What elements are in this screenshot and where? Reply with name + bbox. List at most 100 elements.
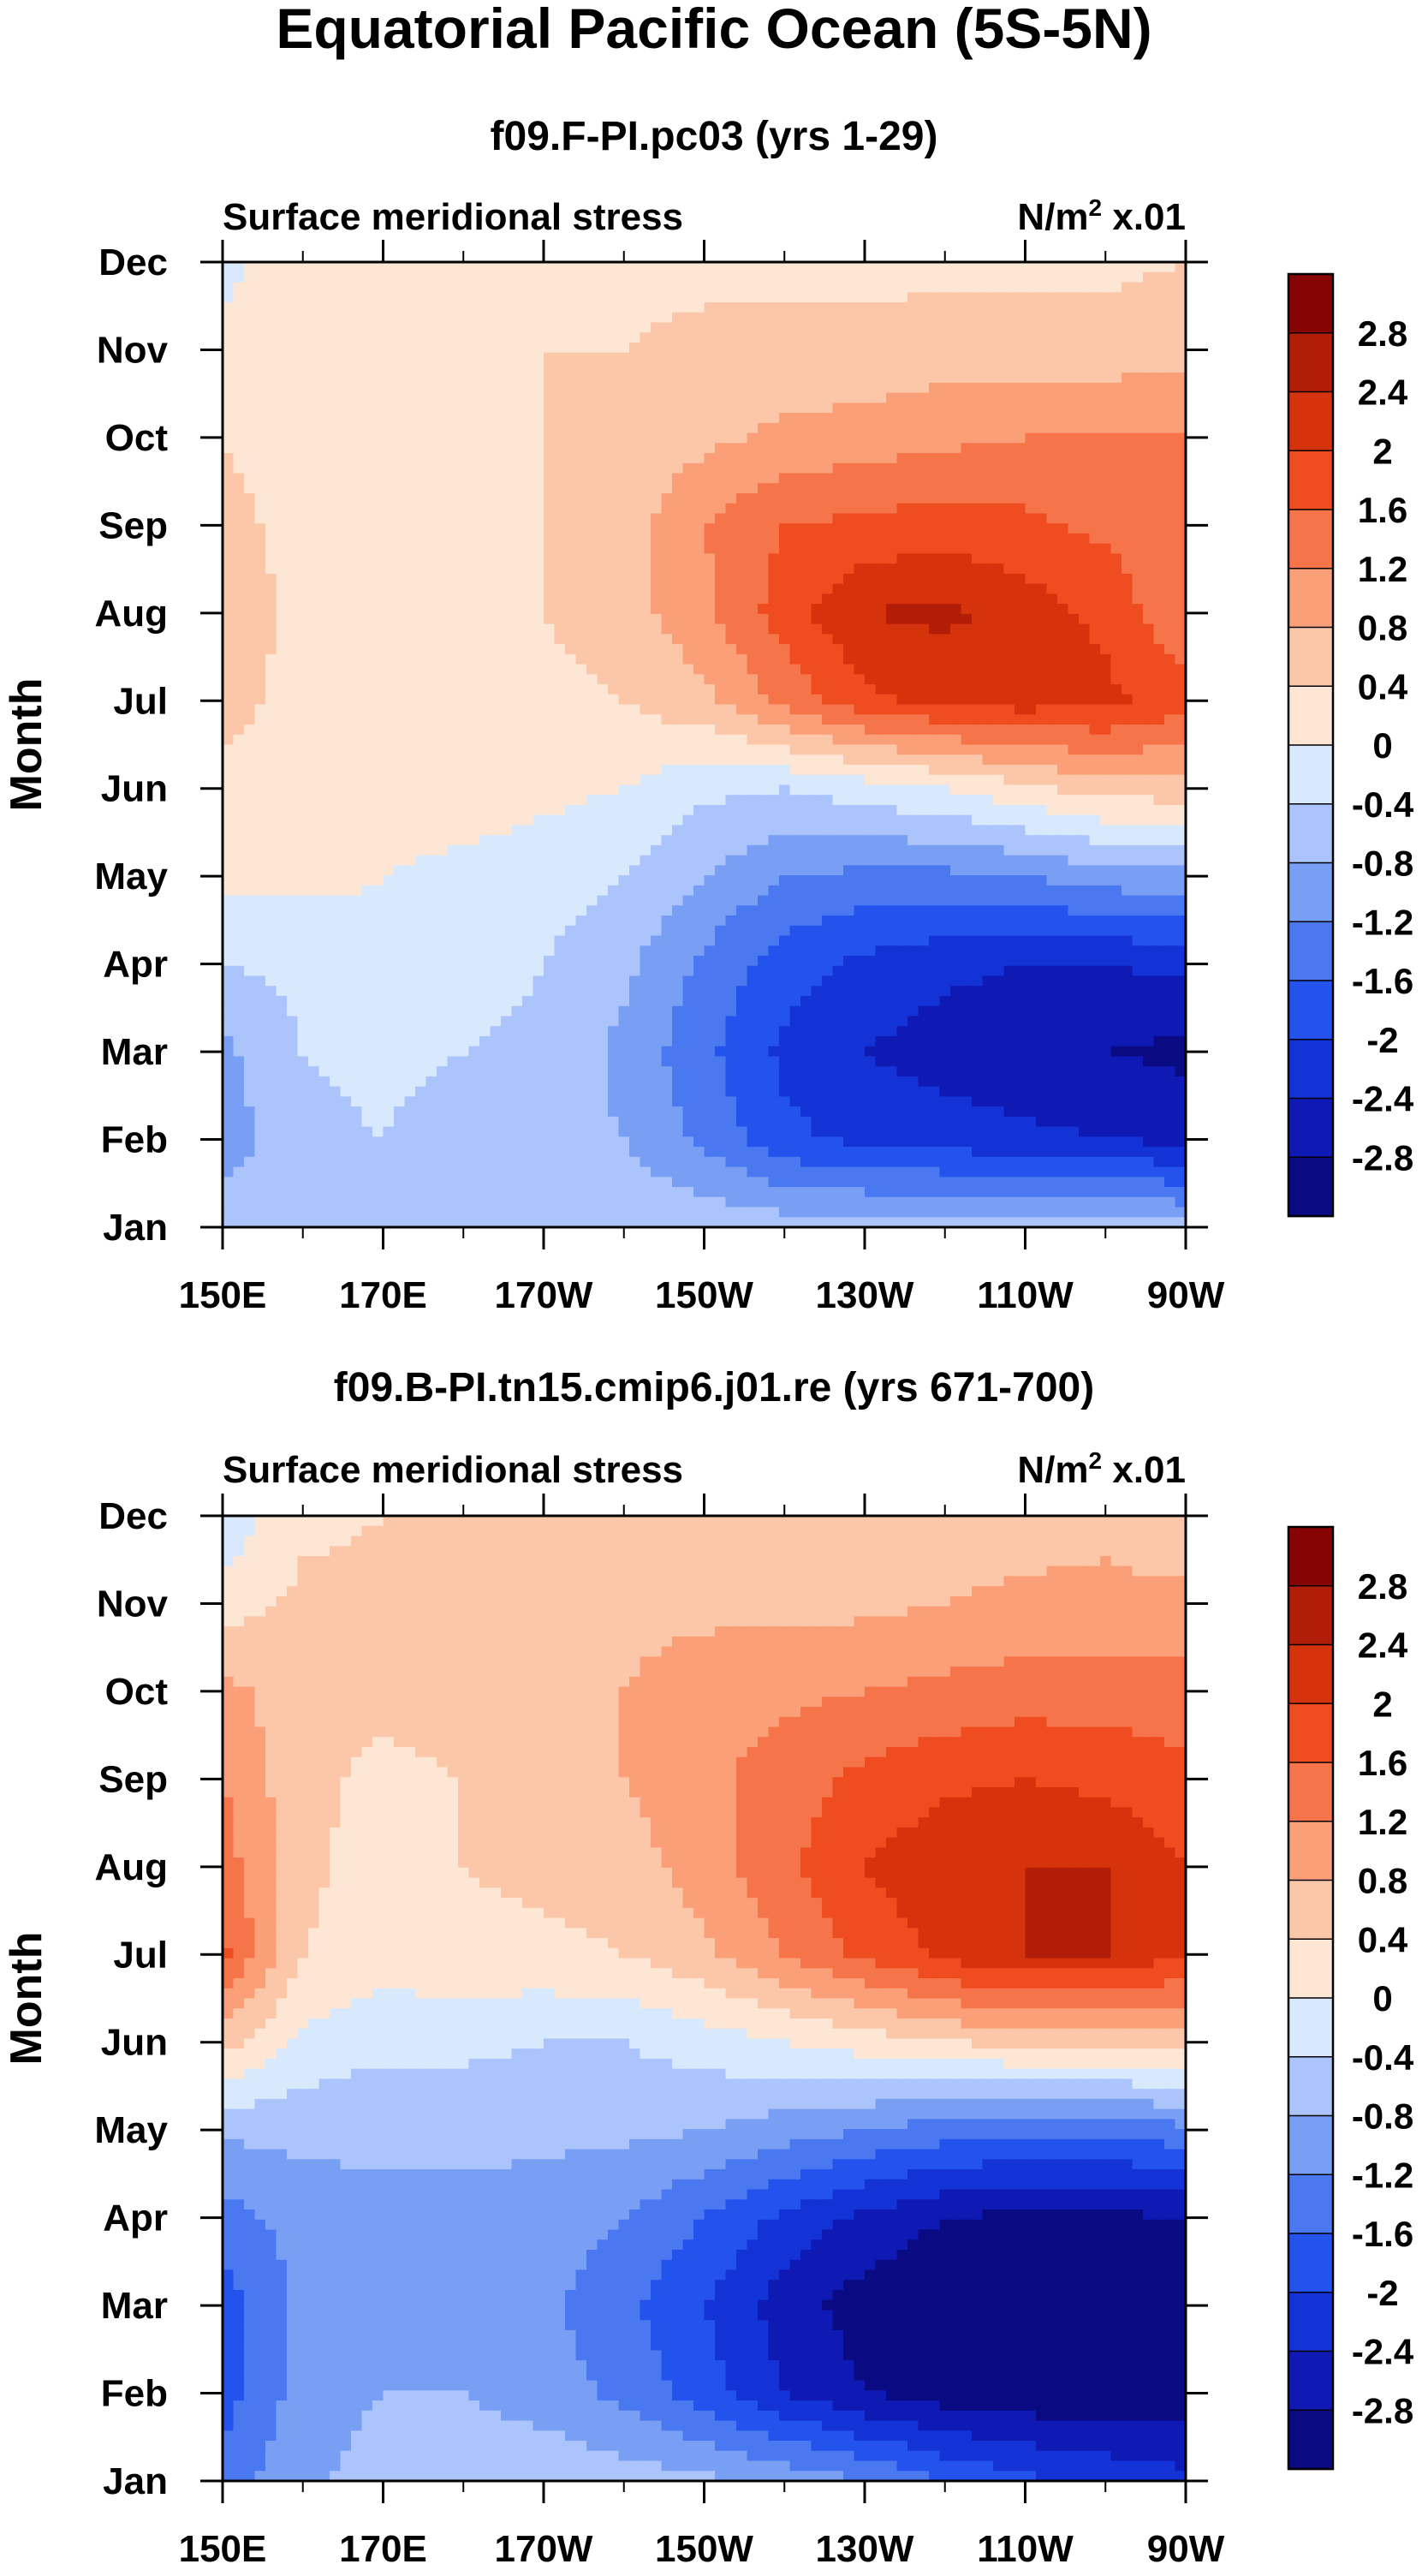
contour-cell bbox=[447, 724, 459, 736]
contour-cell bbox=[993, 604, 1005, 615]
contour-cell bbox=[297, 422, 309, 434]
contour-cell bbox=[961, 271, 973, 283]
contour-cell bbox=[394, 473, 406, 484]
contour-cell bbox=[1122, 764, 1133, 776]
contour-cell bbox=[383, 373, 395, 384]
contour-cell bbox=[1014, 453, 1026, 464]
contour-cell bbox=[865, 674, 877, 685]
contour-cell bbox=[993, 392, 1005, 404]
contour-cell bbox=[779, 533, 791, 545]
contour-cell bbox=[340, 462, 352, 474]
contour-cell bbox=[822, 513, 834, 524]
contour-cell bbox=[725, 413, 737, 424]
contour-cell bbox=[575, 804, 587, 816]
contour-cell bbox=[597, 301, 609, 313]
contour-cell bbox=[950, 262, 962, 273]
contour-cell bbox=[629, 795, 641, 806]
contour-cell bbox=[415, 332, 427, 343]
contour-cell bbox=[918, 604, 930, 615]
contour-cell bbox=[1175, 644, 1187, 655]
contour-cell bbox=[672, 373, 684, 384]
contour-cell bbox=[447, 523, 459, 534]
contour-cell bbox=[244, 402, 256, 414]
contour-cell bbox=[854, 432, 866, 444]
contour-cell bbox=[725, 473, 737, 484]
contour-cell bbox=[907, 734, 919, 746]
contour-cell bbox=[854, 634, 866, 645]
contour-cell bbox=[511, 473, 523, 484]
contour-cell bbox=[672, 382, 684, 394]
contour-cell bbox=[265, 443, 277, 454]
contour-cell bbox=[993, 292, 1005, 303]
contour-cell bbox=[1089, 694, 1101, 706]
contour-cell bbox=[854, 382, 866, 394]
contour-cell bbox=[1014, 634, 1026, 645]
contour-cell bbox=[993, 684, 1005, 695]
contour-cell bbox=[693, 795, 705, 806]
contour-cell bbox=[918, 373, 930, 384]
contour-cell bbox=[854, 301, 866, 313]
contour-cell bbox=[244, 754, 256, 766]
contour-cell bbox=[394, 432, 406, 444]
contour-cell bbox=[1014, 684, 1026, 695]
contour-cell bbox=[672, 694, 684, 706]
contour-cell bbox=[522, 814, 534, 826]
contour-cell bbox=[425, 674, 437, 685]
contour-cell bbox=[907, 513, 919, 524]
contour-cell bbox=[822, 301, 834, 313]
contour-cell bbox=[1079, 382, 1091, 394]
contour-cell bbox=[330, 493, 342, 504]
contour-cell bbox=[758, 462, 770, 474]
contour-cell bbox=[1003, 784, 1015, 796]
contour-cell bbox=[479, 282, 491, 293]
contour-cell bbox=[415, 262, 427, 273]
contour-cell bbox=[993, 382, 1005, 394]
contour-cell bbox=[1110, 684, 1122, 695]
contour-cell bbox=[511, 513, 523, 524]
contour-cell bbox=[1003, 754, 1015, 766]
contour-cell bbox=[672, 473, 684, 484]
contour-cell bbox=[779, 593, 791, 605]
contour-cell bbox=[404, 674, 416, 685]
contour-cell bbox=[425, 473, 437, 484]
contour-cell bbox=[865, 402, 877, 414]
contour-cell bbox=[768, 543, 780, 555]
contour-cell bbox=[672, 604, 684, 615]
contour-cell bbox=[618, 613, 630, 625]
contour-cell bbox=[725, 795, 737, 806]
contour-cell bbox=[682, 473, 694, 484]
contour-cell bbox=[511, 493, 523, 504]
contour-cell bbox=[404, 373, 416, 384]
contour-cell bbox=[597, 593, 609, 605]
contour-cell bbox=[939, 292, 951, 303]
contour-cell bbox=[907, 413, 919, 424]
contour-cell bbox=[608, 543, 620, 555]
contour-cell bbox=[1132, 674, 1144, 685]
contour-cell bbox=[522, 644, 534, 655]
contour-cell bbox=[586, 674, 598, 685]
contour-cell bbox=[1079, 704, 1091, 715]
contour-cell bbox=[1014, 422, 1026, 434]
contour-cell bbox=[747, 382, 759, 394]
contour-cell bbox=[693, 483, 705, 494]
contour-cell bbox=[533, 704, 544, 715]
contour-cell bbox=[961, 754, 973, 766]
contour-cell bbox=[361, 513, 373, 524]
contour-cell bbox=[1025, 392, 1037, 404]
contour-cell bbox=[447, 392, 459, 404]
contour-cell bbox=[629, 322, 641, 333]
contour-cell bbox=[522, 362, 534, 373]
contour-cell bbox=[1014, 473, 1026, 484]
contour-cell bbox=[682, 352, 694, 364]
contour-cell bbox=[704, 322, 716, 333]
contour-cell bbox=[447, 684, 459, 695]
contour-cell bbox=[233, 754, 245, 766]
contour-cell bbox=[854, 282, 866, 293]
contour-cell bbox=[886, 523, 898, 534]
contour-cell bbox=[522, 533, 534, 545]
contour-cell bbox=[1068, 734, 1080, 746]
contour-cell bbox=[682, 332, 694, 343]
contour-cell bbox=[704, 714, 716, 725]
contour-cell bbox=[554, 724, 566, 736]
contour-cell bbox=[554, 312, 566, 324]
